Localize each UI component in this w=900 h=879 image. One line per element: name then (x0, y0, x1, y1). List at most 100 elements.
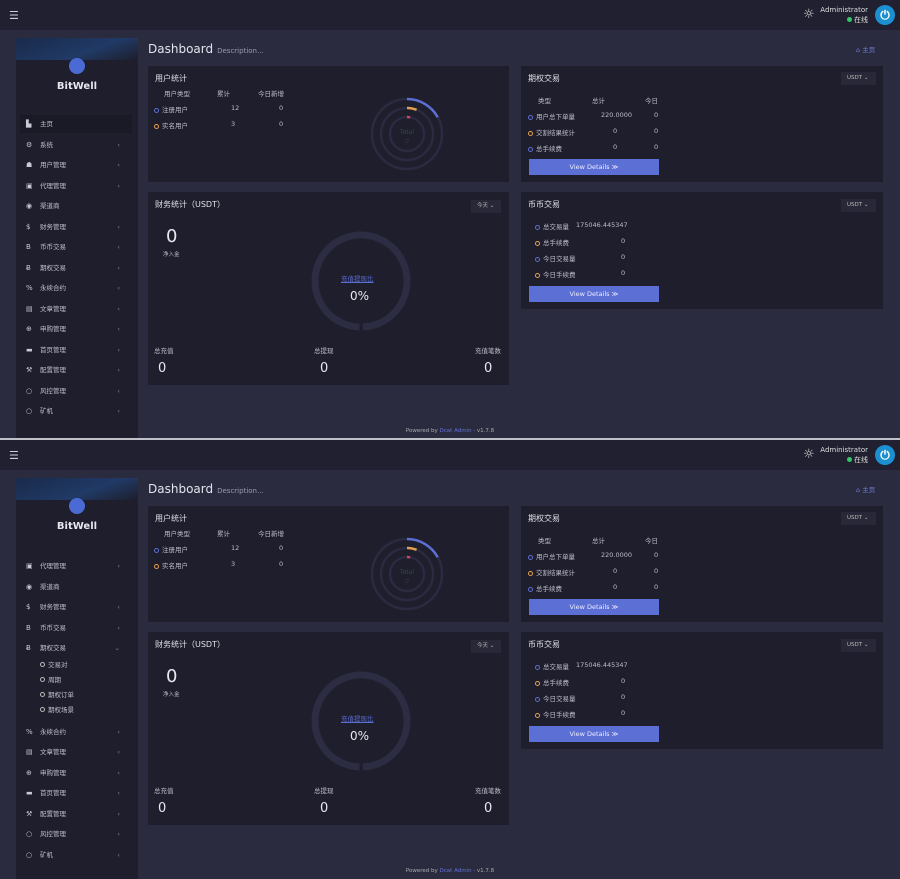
legend-circle-icon (154, 563, 159, 569)
chevron-left-icon: ‹ (117, 789, 120, 797)
ratio-donut (311, 671, 411, 771)
breadcrumb[interactable]: ⌂ 主页 (856, 486, 876, 494)
power-icon[interactable]: ⏻ (875, 5, 895, 25)
sun-icon[interactable]: ☼ (803, 7, 815, 22)
ratio-link[interactable]: 充值提现比 (341, 275, 374, 283)
stat-value: 0 (484, 361, 493, 376)
sidebar-item[interactable]: ▣ 代理管理 ‹ (20, 557, 132, 575)
sidebar-item[interactable]: % 永续合约 ‹ (20, 279, 132, 297)
chevron-left-icon: ‹ (117, 562, 120, 570)
power-icon[interactable]: ⏻ (875, 445, 895, 465)
spot-value: 0 (621, 709, 626, 717)
sidebar-item[interactable]: ▬ 首页管理 ‹ (20, 784, 132, 802)
nav-label: 主页 (40, 120, 53, 128)
nav-label: 申购管理 (40, 325, 66, 333)
period-select[interactable]: 今天 ⌄ (471, 200, 501, 213)
menu-icon[interactable]: ☰ (9, 9, 19, 22)
view-details-button[interactable]: View Details ≫ (529, 599, 659, 615)
view-details-button[interactable]: View Details ≫ (529, 726, 659, 742)
stat-label: 充值笔数 (475, 787, 501, 795)
sidebar-item[interactable]: ▣ 代理管理 ‹ (20, 177, 132, 195)
sidebar-item[interactable]: ⚒ 配置管理 ‹ (20, 361, 132, 379)
sidebar-item[interactable]: ☗ 用户管理 ‹ (20, 156, 132, 174)
chevron-left-icon: ‹ (117, 768, 120, 777)
chevron-left-icon: ‹ (117, 263, 120, 272)
donut-track (311, 231, 411, 331)
sidebar-item[interactable]: B 币币交易 ‹ (20, 238, 132, 256)
sidebar-item[interactable]: ○ 矿机 ‹ (20, 402, 132, 420)
sidebar-item[interactable]: ▤ 文章管理 ‹ (20, 743, 132, 761)
legend-circle-icon (528, 130, 533, 136)
footer-link[interactable]: Dcat Admin (439, 428, 472, 434)
user-info[interactable]: Administrator 在线 (820, 445, 868, 465)
sidebar-subitem[interactable]: 交易对 (40, 658, 68, 673)
view-details-button[interactable]: View Details ≫ (529, 286, 659, 302)
sidebar-item[interactable]: ▤ 文章管理 ‹ (20, 300, 132, 318)
nav-icon: ☗ (26, 161, 33, 169)
nav-label: 期权交易 (40, 263, 66, 272)
card-title: 财务统计（USDT） (155, 640, 225, 649)
total-value: 3 (231, 560, 236, 568)
legend-circle-icon (535, 240, 540, 246)
nav-label: 首页管理 (40, 345, 66, 354)
menu-icon[interactable]: ☰ (9, 449, 19, 462)
sun-icon[interactable]: ☼ (803, 447, 815, 462)
sidebar-item[interactable]: ⊕ 申购管理 ‹ (20, 320, 132, 338)
legend-circle-icon (154, 107, 159, 113)
sidebar-item[interactable]: ⊕ 申购管理 ‹ (20, 764, 132, 782)
today-value: 0 (279, 544, 284, 552)
sidebar-item[interactable]: ◉ 渠道商 (20, 578, 132, 596)
ratio-link[interactable]: 充值提现比 (341, 715, 374, 723)
subitem-label: 期权场景 (48, 705, 74, 714)
user-info[interactable]: Administrator 在线 (820, 5, 868, 25)
nav-label: 永续合约 (40, 284, 66, 292)
sidebar-item[interactable]: $ 财务管理 ‹ (20, 218, 132, 236)
card-title: 币币交易 (528, 200, 560, 209)
currency-select[interactable]: USDT ⌄ (841, 72, 876, 85)
sidebar-item[interactable]: % 永续合约 ‹ (20, 723, 132, 741)
nav-icon: ⊕ (26, 768, 32, 777)
sidebar-item[interactable]: $ 财务管理 ‹ (20, 598, 132, 616)
sidebar-subitem[interactable]: 周期 (40, 673, 61, 688)
stat-label: 总充值 (154, 347, 174, 355)
sidebar-item[interactable]: ○ 风控管理 ‹ (20, 382, 132, 400)
nav-icon: ◉ (26, 582, 33, 591)
nav-label: 矿机 (40, 850, 53, 859)
stat-value: 0 (320, 361, 329, 376)
spot-value: 0 (621, 677, 626, 685)
ring-center-label: Total (399, 569, 414, 576)
sidebar-subitem[interactable]: 期权订单 (40, 688, 74, 703)
currency-select[interactable]: USDT ⌄ (841, 512, 876, 525)
column-header: 总计 (592, 97, 605, 105)
options-trade-card: 期权交易 USDT ⌄ 类型 总计 今日 用户总下单量 220.0000 0 交割结… (521, 66, 883, 182)
today-value: 0 (279, 560, 284, 568)
total-value: 0 (613, 143, 618, 151)
legend-circle-icon (528, 554, 533, 560)
sidebar-item[interactable]: ◉ 渠道商 (20, 197, 132, 215)
sidebar-item[interactable]: ▙ 主页 (20, 115, 132, 133)
user-ring-chart: Total 0 (370, 97, 444, 171)
period-select[interactable]: 今天 ⌄ (471, 640, 501, 653)
stat-label: 总提现 (314, 347, 334, 355)
sidebar-item[interactable]: Ƀ 期权交易 ⌄ (20, 639, 132, 657)
username: Administrator (820, 446, 868, 454)
currency-select[interactable]: USDT ⌄ (841, 199, 876, 212)
table-row: 今日手续费 (535, 269, 576, 279)
sidebar-item[interactable]: ⚒ 配置管理 ‹ (20, 805, 132, 823)
breadcrumb[interactable]: ⌂ 主页 (856, 46, 876, 54)
chevron-left-icon: ‹ (117, 407, 120, 415)
sidebar-item[interactable]: ▬ 首页管理 ‹ (20, 341, 132, 359)
sidebar-item[interactable]: B 币币交易 ‹ (20, 619, 132, 637)
card-title: 用户统计 (155, 514, 187, 523)
legend-circle-icon (535, 696, 540, 702)
currency-select[interactable]: USDT ⌄ (841, 639, 876, 652)
sidebar-item[interactable]: ⚙ 系统 ‹ (20, 136, 132, 154)
view-details-button[interactable]: View Details ≫ (529, 159, 659, 175)
sidebar-subitem[interactable]: 期权场景 (40, 703, 74, 718)
sidebar-item[interactable]: ○ 风控管理 ‹ (20, 825, 132, 843)
sidebar-item[interactable]: Ƀ 期权交易 ‹ (20, 259, 132, 277)
footer-link[interactable]: Dcat Admin (439, 868, 472, 874)
sidebar-item[interactable]: ○ 矿机 ‹ (20, 846, 132, 864)
card-title: 期权交易 (528, 74, 560, 83)
table-row: 总手续费 (528, 143, 562, 153)
